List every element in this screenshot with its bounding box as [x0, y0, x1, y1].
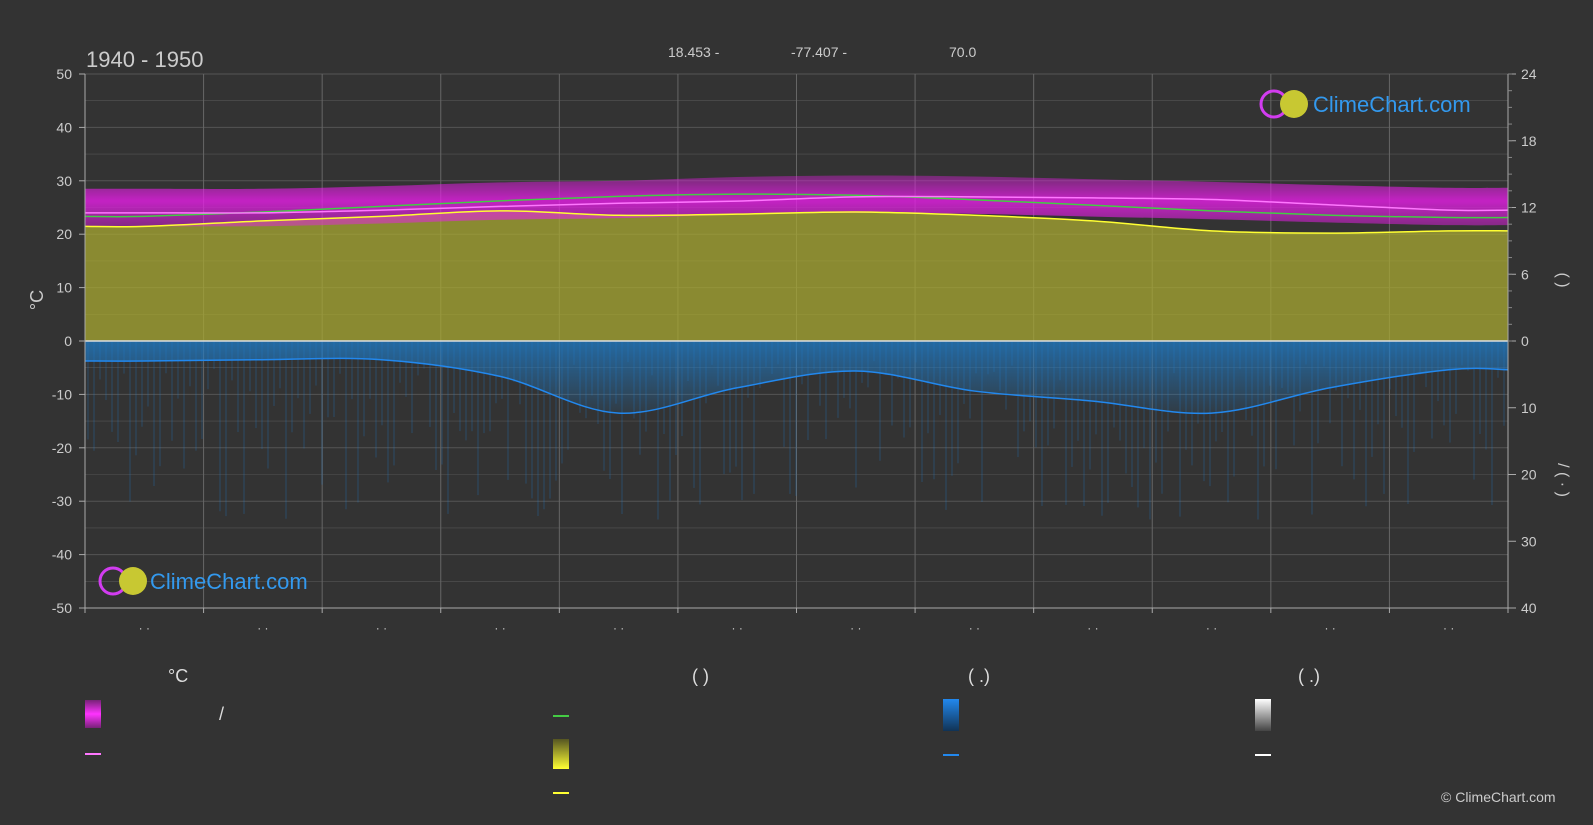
longitude: -77.407 -: [791, 44, 847, 60]
left-tick-label: -20: [52, 440, 72, 456]
right-tick-label: 0: [1521, 333, 1529, 349]
month-label: · ·: [1206, 621, 1217, 635]
logo-sun-icon: [1280, 90, 1308, 118]
brand-name-top: ClimeChart.com: [1313, 92, 1471, 117]
legend-temperature-title: °C: [168, 666, 189, 686]
right-axis-minor-ticks: [1508, 73, 1512, 342]
left-tick-label: -30: [52, 493, 72, 509]
brand-logo-top[interactable]: ClimeChart.com: [1259, 89, 1471, 119]
left-tick-label: 10: [56, 280, 72, 296]
month-label: · ·: [257, 621, 268, 635]
brand-logo-bottom[interactable]: ClimeChart.com: [98, 566, 308, 596]
legend-sunshine-title: ( ): [692, 666, 709, 686]
legend-mean-temp-swatch: [85, 753, 101, 755]
month-label: · ·: [139, 621, 150, 635]
right-axis-unit-bottom: / ( · ): [1554, 463, 1571, 497]
legend-precip-title: ( .): [968, 666, 990, 686]
latitude: 18.453 -: [668, 44, 720, 60]
legend-temp-range-label: /: [219, 704, 225, 724]
right-tick-label: 18: [1521, 133, 1537, 149]
left-axis-ticks: 50 40 30 20 10 0 -10 -20 -30 -40 -50: [52, 66, 85, 616]
left-tick-label: 20: [56, 226, 72, 242]
month-label: · ·: [376, 621, 387, 635]
month-label: · ·: [850, 621, 861, 635]
daylight-line: [85, 193, 1508, 219]
precipitation-line: [85, 357, 1508, 415]
legend-precip-line-swatch: [943, 754, 959, 756]
legend-daylight-swatch: [553, 715, 569, 717]
precipitation-streaks: [87, 341, 1505, 520]
right-tick-label: 12: [1521, 200, 1537, 216]
elevation: 70.0: [949, 44, 976, 60]
period-title: 1940 - 1950: [86, 47, 203, 72]
right-tick-label: 20: [1521, 467, 1537, 483]
sunshine-area: [85, 210, 1508, 341]
legend-snow-swatch: [1255, 699, 1271, 731]
month-label: · ·: [613, 621, 624, 635]
right-tick-label: 10: [1521, 400, 1537, 416]
left-tick-label: 0: [64, 333, 72, 349]
month-label: · ·: [969, 621, 980, 635]
legend-snow-line-swatch: [1255, 754, 1271, 756]
legend-sunshine-line-swatch: [553, 792, 569, 794]
left-axis-unit: °C: [27, 290, 47, 310]
brand-name-bottom: ClimeChart.com: [150, 569, 308, 594]
legend-precip-swatch: [943, 699, 959, 731]
month-labels: · · · · · · · · · · · · · · · · · · · · · · · ·: [84, 608, 1509, 635]
right-axis-unit-top: ( ): [1554, 272, 1571, 287]
left-tick-label: -40: [52, 547, 72, 563]
legend-temp-range-swatch: [85, 700, 101, 728]
sunshine-line: [85, 210, 1508, 234]
right-axis-ticks: 24 18 12 6 0 10 20 30 40: [1508, 66, 1537, 616]
legend-sunshine-swatch: [553, 739, 569, 769]
month-label: · ·: [1324, 621, 1335, 635]
right-tick-label: 6: [1521, 266, 1529, 282]
left-tick-label: -50: [52, 600, 72, 616]
month-label: · ·: [732, 621, 743, 635]
logo-sun-icon: [119, 567, 147, 595]
mean-temperature-line: [85, 195, 1508, 214]
left-tick-label: -10: [52, 386, 72, 402]
left-tick-label: 30: [56, 173, 72, 189]
legend-snow-title: ( .): [1298, 666, 1320, 686]
precipitation-area: [85, 341, 1508, 414]
month-label: · ·: [494, 621, 505, 635]
left-tick-label: 40: [56, 119, 72, 135]
right-tick-label: 40: [1521, 600, 1537, 616]
month-label: · ·: [1443, 621, 1454, 635]
copyright[interactable]: © ClimeChart.com: [1441, 789, 1556, 805]
left-tick-label: 50: [56, 66, 72, 82]
right-tick-label: 24: [1521, 66, 1537, 82]
month-label: · ·: [1087, 621, 1098, 635]
right-tick-label: 30: [1521, 533, 1537, 549]
